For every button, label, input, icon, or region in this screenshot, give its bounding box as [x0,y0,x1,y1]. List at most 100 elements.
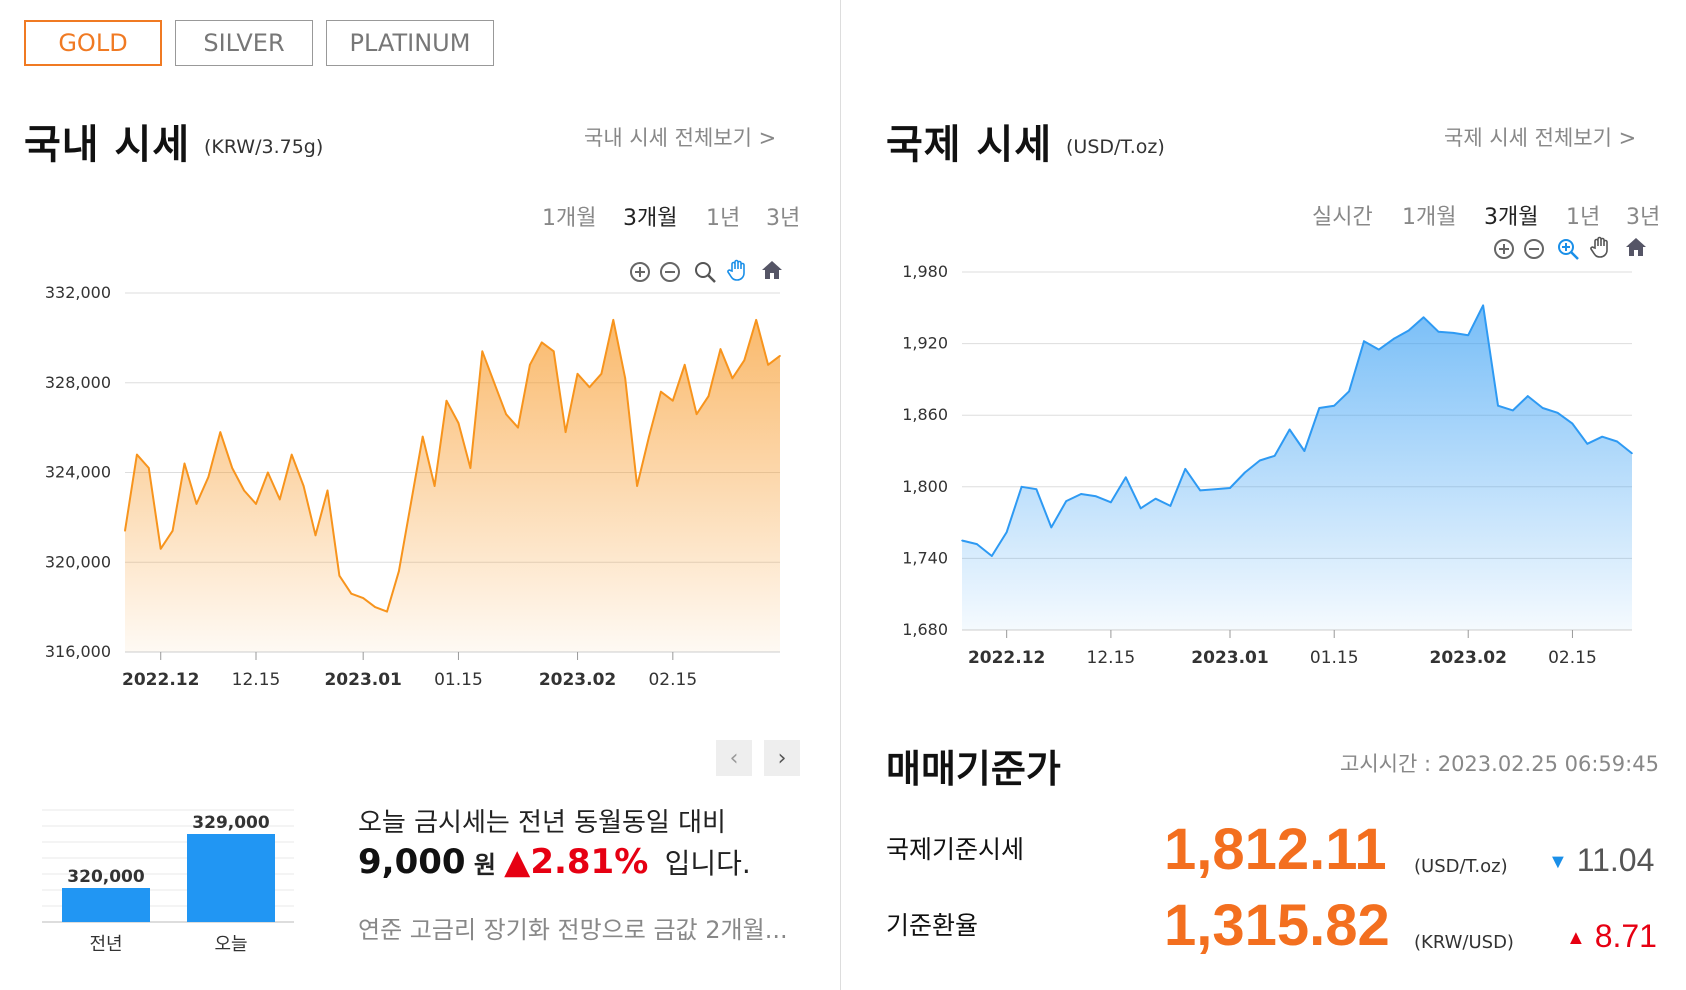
domestic-data-point [290,453,293,456]
bar-category-label: 오늘 [214,934,247,955]
domestic-data-point [362,597,364,599]
domestic-data-point [683,364,686,366]
domestic-period-3y[interactable]: 3년 [766,206,801,231]
ref-unit-intl: (USD/T.oz) [1414,856,1508,877]
domestic-data-point [148,467,150,469]
international-title: 국제 시세 [886,122,1053,168]
domestic-unit: (KRW/3.75g) [204,136,324,158]
domestic-y-tick-label: 332,000 [45,283,111,302]
international-data-point [1139,507,1142,510]
magnifier-icon[interactable] [1556,237,1580,261]
international-period-1m[interactable]: 1개월 [1402,205,1457,230]
domestic-data-point [267,471,269,474]
domestic-data-point [338,574,341,577]
international-data-point [1586,443,1589,445]
news-headline-link[interactable]: 연준 고금리 장기화 전망으로 금값 2개월... [358,916,788,944]
domestic-data-point [648,435,650,438]
domestic-data-point [255,503,257,505]
domestic-period-3m[interactable]: 3개월 [623,206,678,231]
pan-hand-icon[interactable] [726,258,750,282]
domestic-data-point [719,348,722,350]
international-period-3y[interactable]: 3년 [1626,205,1661,230]
international-period-3m[interactable]: 3개월 [1484,205,1539,230]
domestic-data-point [624,377,626,380]
international-data-point [1124,476,1127,479]
domestic-data-point [386,610,388,613]
international-data-point [1556,412,1559,414]
domestic-data-point [600,372,603,375]
zoom-in-icon[interactable] [628,260,652,284]
domestic-data-point [755,319,757,321]
international-data-point [1244,471,1246,474]
international-x-tick-label: 2022.12 [968,648,1045,668]
down-arrow-icon: ▼ [1548,851,1568,874]
ref-value-intl: 1,812.11 [1164,817,1387,882]
international-data-point [1541,407,1544,409]
domestic-y-tick-label: 324,000 [45,463,111,482]
international-more-link[interactable]: 국제 시세 전체보기 > [1444,126,1637,150]
international-data-point [1258,459,1261,462]
next-button[interactable]: › [764,740,800,776]
domestic-x-tick-label: 01.15 [434,670,483,690]
domestic-more-link[interactable]: 국내 시세 전체보기 > [584,126,777,150]
prev-button[interactable]: ‹ [716,740,752,776]
international-data-point [1631,452,1633,455]
domestic-data-point [421,435,424,438]
international-period-realtime[interactable]: 실시간 [1312,205,1373,230]
domestic-period-1y[interactable]: 1년 [706,206,741,231]
home-icon[interactable] [760,258,784,282]
international-data-point [1214,488,1216,490]
domestic-data-point [326,489,329,492]
bar-category-label: 전년 [89,934,122,955]
ref-label-fx: 기준환율 [886,911,979,940]
zoom-out-icon[interactable] [658,260,682,284]
domestic-data-point [660,390,662,393]
tab-silver[interactable]: SILVER [175,20,313,66]
domestic-data-point [779,355,781,357]
zoom-out-icon[interactable] [1522,237,1546,261]
domestic-data-point [183,462,186,465]
domestic-data-point [612,319,615,321]
tab-platinum[interactable]: PLATINUM [326,20,494,66]
domestic-data-point [136,453,138,456]
international-y-tick-label: 1,740 [902,548,948,567]
domestic-x-tick-label: 12.15 [232,670,281,690]
home-icon[interactable] [1624,235,1648,259]
domestic-data-point [731,377,734,380]
international-data-point [1229,487,1231,489]
domestic-data-point [124,530,126,532]
international-data-point [1437,330,1440,333]
zoom-in-icon[interactable] [1492,237,1516,261]
international-data-point [1601,435,1604,438]
international-data-point [1050,526,1053,529]
international-data-point [976,543,978,545]
international-data-point [1467,334,1470,337]
domestic-period-1m[interactable]: 1개월 [542,206,597,231]
reference-title: 매매기준가 [886,747,1061,791]
international-data-point [1110,501,1112,504]
bar-value-label: 320,000 [67,867,145,887]
domestic-data-point [350,592,353,595]
domestic-data-point [767,364,769,366]
international-x-tick-label: 02.15 [1548,648,1597,668]
domestic-data-point [207,476,210,478]
domestic-data-point [457,422,460,424]
international-data-point [1288,428,1291,431]
international-data-point [1526,395,1529,397]
ref-unit-fx: (KRW/USD) [1414,932,1514,953]
domestic-data-point [231,467,233,469]
international-y-tick-label: 1,860 [902,405,948,424]
comparison-pct: 2.81% [530,842,649,882]
international-data-point [1422,316,1425,319]
domestic-x-tick-label: 02.15 [648,670,697,690]
international-data-point [1482,304,1484,307]
notice-time: 고시시간 : 2023.02.25 06:59:45 [1340,752,1659,776]
domestic-y-tick-label: 320,000 [45,552,111,571]
domestic-data-point [529,364,531,366]
international-period-1y[interactable]: 1년 [1566,205,1601,230]
pan-hand-icon[interactable] [1589,235,1613,259]
tab-gold[interactable]: GOLD [24,20,162,66]
magnifier-icon[interactable] [693,260,717,284]
international-y-tick-label: 1,980 [902,262,948,281]
international-data-point [1095,495,1097,498]
